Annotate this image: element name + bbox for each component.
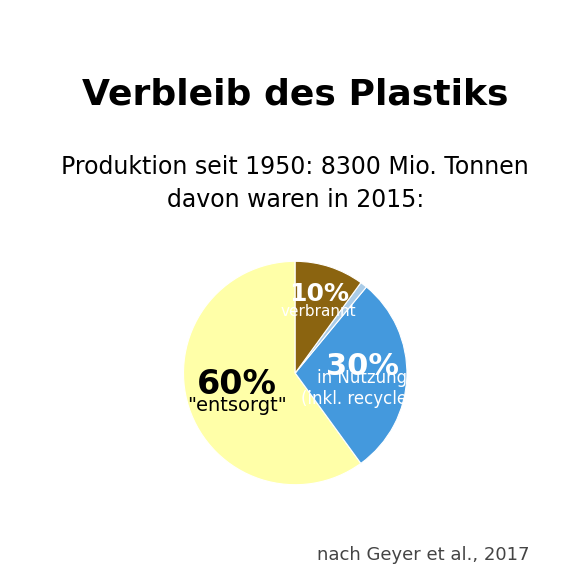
Text: 30%: 30% xyxy=(325,352,399,381)
Wedge shape xyxy=(295,262,361,373)
Text: "entsorgt": "entsorgt" xyxy=(187,396,287,415)
Text: nach Geyer et al., 2017: nach Geyer et al., 2017 xyxy=(317,547,530,564)
Wedge shape xyxy=(295,283,366,373)
Text: 10%: 10% xyxy=(289,282,348,306)
Text: Verbleib des Plastiks: Verbleib des Plastiks xyxy=(82,77,509,111)
Wedge shape xyxy=(184,262,361,485)
Text: 60%: 60% xyxy=(197,367,276,401)
Wedge shape xyxy=(295,287,407,463)
Text: verbrannt: verbrannt xyxy=(281,305,357,320)
Text: Produktion seit 1950: 8300 Mio. Tonnen
davon waren in 2015:: Produktion seit 1950: 8300 Mio. Tonnen d… xyxy=(61,154,529,212)
Text: in Nutzung
(inkl. recycled): in Nutzung (inkl. recycled) xyxy=(301,369,424,408)
